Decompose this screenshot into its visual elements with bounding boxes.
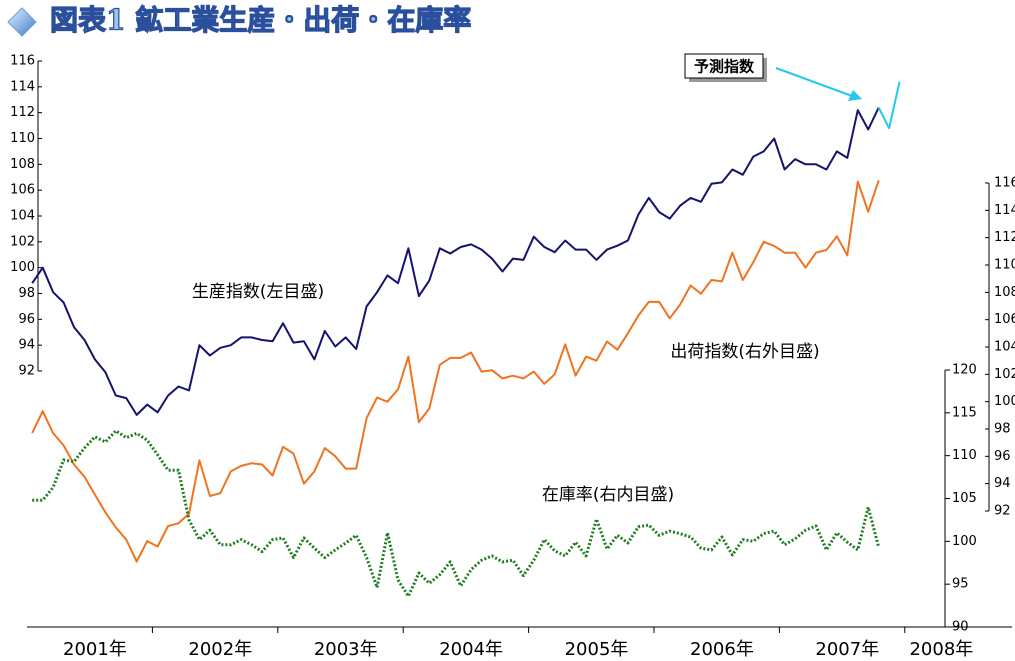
x-tick-label: 2006年	[690, 639, 754, 660]
y2-tick-label: 100	[994, 394, 1015, 409]
series-line	[31, 179, 880, 563]
y3-tick-label: 90	[952, 620, 969, 635]
y2-tick-label: 114	[994, 203, 1015, 218]
y2-tick-label: 94	[994, 476, 1011, 491]
y3-tick-label: 110	[952, 448, 977, 463]
y-tick-label: 98	[18, 286, 35, 301]
callout-box	[684, 53, 764, 79]
x-tick-label: 2001年	[63, 639, 127, 660]
callout-arrow	[775, 67, 853, 97]
y2-tick-label: 116	[994, 176, 1015, 191]
y2-tick-label: 104	[994, 340, 1015, 355]
y2-tick-label: 106	[994, 312, 1015, 327]
y-tick-label: 100	[10, 260, 35, 275]
y-tick-label: 96	[18, 312, 35, 327]
x-tick-label: 2007年	[815, 639, 879, 660]
y-tick-label: 102	[10, 234, 35, 249]
y-tick-label: 108	[10, 157, 35, 172]
series-line	[32, 429, 881, 598]
x-tick-label: 2004年	[439, 639, 503, 660]
y-tick-label: 114	[10, 79, 35, 94]
y2-tick-label: 96	[994, 449, 1011, 464]
y3-tick-label: 105	[952, 491, 977, 506]
chart-title: 図表1 鉱工業生産・出荷・在庫率	[50, 4, 471, 37]
y2-tick-label: 98	[994, 422, 1011, 437]
y-tick-label: 112	[10, 105, 35, 120]
x-tick-label: 2008年	[909, 639, 973, 660]
callout-text: 予測指数	[694, 58, 755, 76]
series-label: 出荷指数(右外目盛)	[670, 342, 819, 362]
y3-tick-label: 100	[952, 534, 977, 549]
y-tick-label: 110	[10, 131, 35, 146]
series-label: 在庫率(右内目盛)	[542, 485, 674, 505]
y-tick-label: 92	[18, 364, 35, 379]
y3-tick-label: 120	[952, 363, 977, 378]
series-line	[877, 81, 901, 130]
title-icon	[7, 7, 37, 37]
y3-tick-label: 115	[952, 405, 977, 420]
y2-tick-label: 110	[994, 258, 1015, 273]
y3-tick-label: 95	[952, 577, 969, 592]
y-tick-label: 116	[10, 54, 35, 69]
y-tick-label: 106	[10, 183, 35, 198]
series-label: 生産指数(左目盛)	[192, 282, 324, 302]
y2-tick-label: 92	[994, 504, 1011, 519]
x-tick-label: 2002年	[188, 639, 252, 660]
y2-tick-label: 102	[994, 367, 1015, 382]
x-tick-label: 2003年	[314, 639, 378, 660]
y-tick-label: 94	[18, 338, 35, 353]
x-tick-label: 2005年	[565, 639, 629, 660]
series-line	[31, 107, 880, 416]
callout-arrowhead	[848, 90, 862, 101]
y2-tick-label: 112	[994, 230, 1015, 245]
y-tick-label: 104	[10, 209, 35, 224]
forecast-callout: 予測指数	[684, 53, 862, 101]
y2-tick-label: 108	[994, 285, 1015, 300]
